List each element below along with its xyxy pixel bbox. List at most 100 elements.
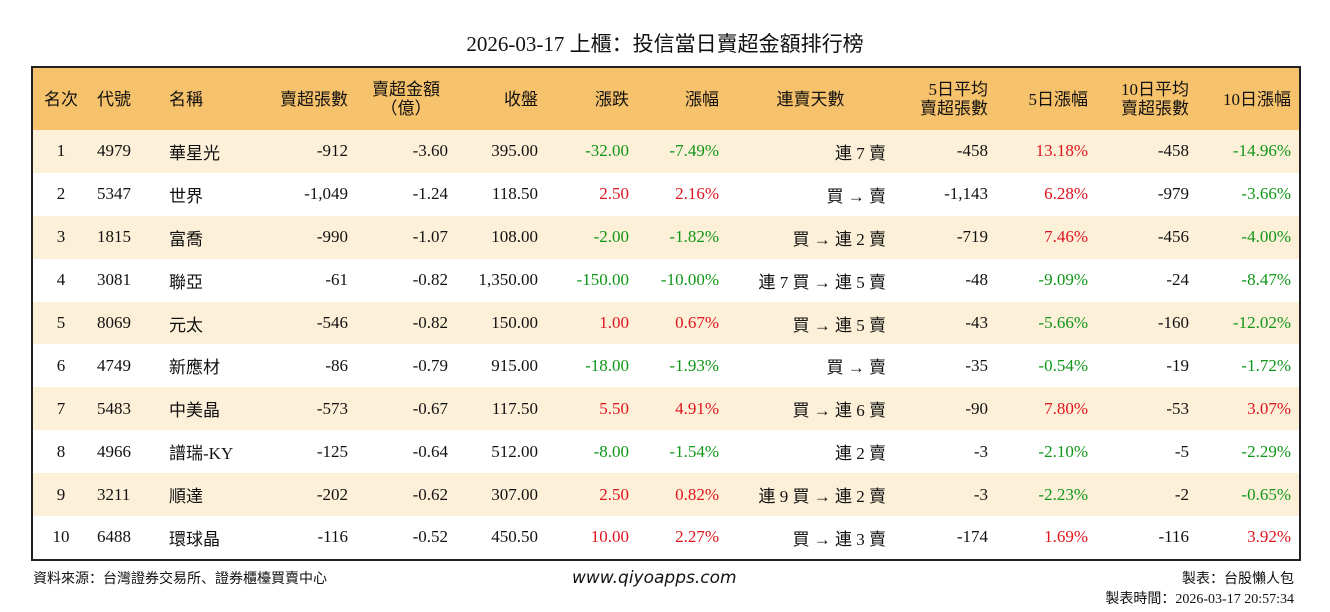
table-cell: -9.09% <box>1038 270 1088 290</box>
table-cell: 9 <box>32 473 89 517</box>
table-cell: 連 2 賣 <box>835 444 886 464</box>
table-cell: 4966 <box>97 441 131 461</box>
table-cell: -458 <box>894 130 996 173</box>
table-cell: -12.02% <box>1197 301 1300 345</box>
table-cell: -48 <box>965 270 988 290</box>
table-cell: -116 <box>1158 527 1189 547</box>
table-cell: 買 → 連 3 賣 <box>792 529 887 549</box>
table-cell: -3.66% <box>1241 184 1291 204</box>
table-cell: 3.07% <box>1197 387 1300 431</box>
table-cell: -1.72% <box>1241 355 1291 375</box>
table-cell: -10.00% <box>660 270 719 290</box>
table-cell: -125 <box>316 441 348 461</box>
table-cell: 512.00 <box>491 441 538 461</box>
table-cell: 8069 <box>89 301 161 345</box>
table-cell: 順達 <box>161 473 251 517</box>
table-cell: 10 <box>52 527 70 547</box>
table-cell: -0.54% <box>1038 355 1088 375</box>
table-cell: 3.92% <box>1247 527 1291 547</box>
column-header: 連賣天數 <box>727 67 894 130</box>
table-cell: -5 <box>1174 441 1189 461</box>
table-cell: 13.18% <box>996 130 1096 173</box>
column-header: 名稱 <box>161 67 251 130</box>
table-row: 2 5347 世界 -1,049 -1.24 118.50 2.50 2.16% 買 → 賣 -1… <box>32 173 1300 216</box>
table-cell: 915.00 <box>491 355 538 375</box>
table-cell: 4 <box>56 270 66 290</box>
table-cell: -0.82 <box>356 301 456 345</box>
table-cell: 6 <box>56 355 66 375</box>
column-header: 5日漲幅 <box>996 67 1096 130</box>
table-cell: -53 <box>1096 387 1197 431</box>
table-cell: 聯亞 <box>169 272 203 292</box>
table-cell: -4.00% <box>1197 215 1300 259</box>
table-cell: -0.67 <box>356 387 456 431</box>
table-row: 1 4979 華星光 -912 -3.60 395.00 -32.00 -7.49% 連 7 賣… <box>32 130 1300 173</box>
ranking-table: 名次 代號 名稱 賣超張數 賣超金額 （億） 收盤 漲跌 漲幅 連賣天數 5日平均 賣超張數 5日漲… <box>31 66 1301 561</box>
table-cell: 譜瑞-KY <box>169 444 234 464</box>
table-cell: 10.00 <box>590 527 629 547</box>
table-cell: 中美晶 <box>161 387 251 431</box>
table-cell: -0.52 <box>412 527 448 547</box>
table-cell: 買 → 連 6 賣 <box>727 387 894 431</box>
table-cell: 450.50 <box>491 527 538 547</box>
table-cell: -1.93% <box>669 355 719 375</box>
table-cell: -546 <box>251 301 356 345</box>
table-row: 9 3211 順達 -202 -0.62 307.00 2.50 0.82% 連 9 買 → 連… <box>32 473 1300 517</box>
table-cell: -1,049 <box>304 184 348 204</box>
table-cell: 2 <box>56 184 66 204</box>
table-cell: 1.69% <box>1044 527 1088 547</box>
table-cell: -3.60 <box>356 130 456 173</box>
table-cell: -43 <box>894 301 996 345</box>
table-row: 4 3081 聯亞 -61 -0.82 1,350.00 -150.00 -10.00% 連 7… <box>32 259 1300 302</box>
column-header: 代號 <box>89 67 161 130</box>
table-cell: -8.00 <box>593 441 629 461</box>
column-header: 10日漲幅 <box>1197 67 1300 130</box>
website: www.qiyoapps.com <box>572 568 737 588</box>
table-cell: 7.80% <box>996 387 1096 431</box>
table-cell: 2.50 <box>546 473 637 517</box>
table-cell: -458 <box>1096 130 1197 173</box>
table-cell: -61 <box>325 270 348 290</box>
table-cell: 2.50 <box>599 184 629 204</box>
table-cell: 買 → 連 2 賣 <box>727 215 894 259</box>
table-cell: -0.79 <box>412 355 448 375</box>
table-cell: 5 <box>32 301 89 345</box>
table-row: 5 8069 元太 -546 -0.82 150.00 1.00 0.67% 買 → 連 5 賣… <box>32 301 1300 345</box>
table-cell: -202 <box>251 473 356 517</box>
table-cell: -3 <box>894 473 996 517</box>
table-cell: 5347 <box>97 184 131 204</box>
table-cell: 3211 <box>89 473 161 517</box>
column-header: 賣超張數 <box>251 67 356 130</box>
table-cell: 8 <box>56 441 66 461</box>
table-cell: -573 <box>251 387 356 431</box>
table-cell: 3081 <box>97 270 131 290</box>
table-cell: -150.00 <box>576 270 629 290</box>
table-cell: -35 <box>965 355 988 375</box>
table-cell: -2 <box>1096 473 1197 517</box>
column-header: 漲幅 <box>637 67 727 130</box>
table-cell: -32.00 <box>546 130 637 173</box>
table-cell: 0.67% <box>637 301 727 345</box>
column-header: 名次 <box>32 67 89 130</box>
table-cell: -18.00 <box>585 355 629 375</box>
table-cell: -2.23% <box>996 473 1096 517</box>
table-cell: -1.82% <box>637 215 727 259</box>
table-row: 10 6488 環球晶 -116 -0.52 450.50 10.00 2.27% 買 → 連 … <box>32 516 1300 560</box>
table-cell: 連 7 買 → 連 5 賣 <box>758 272 887 292</box>
table-cell: -3 <box>973 441 988 461</box>
table-cell: 買 → 賣 <box>826 358 887 378</box>
table-cell: 117.50 <box>456 387 546 431</box>
table-cell: 307.00 <box>456 473 546 517</box>
table-cell: -5.66% <box>996 301 1096 345</box>
table-cell: -7.49% <box>637 130 727 173</box>
source: 資料來源：台灣證券交易所、證券櫃檯買賣中心 <box>33 572 327 587</box>
table-cell: 連 7 賣 <box>727 130 894 173</box>
table-cell: 新應材 <box>169 358 220 378</box>
table-cell: 7 <box>32 387 89 431</box>
table-row: 8 4966 譜瑞-KY -125 -0.64 512.00 -8.00 -1.54% 連 2 … <box>32 430 1300 473</box>
table-cell: 7.46% <box>996 215 1096 259</box>
table-cell: 1.00 <box>546 301 637 345</box>
table-cell: 元太 <box>161 301 251 345</box>
table-cell: -0.62 <box>356 473 456 517</box>
